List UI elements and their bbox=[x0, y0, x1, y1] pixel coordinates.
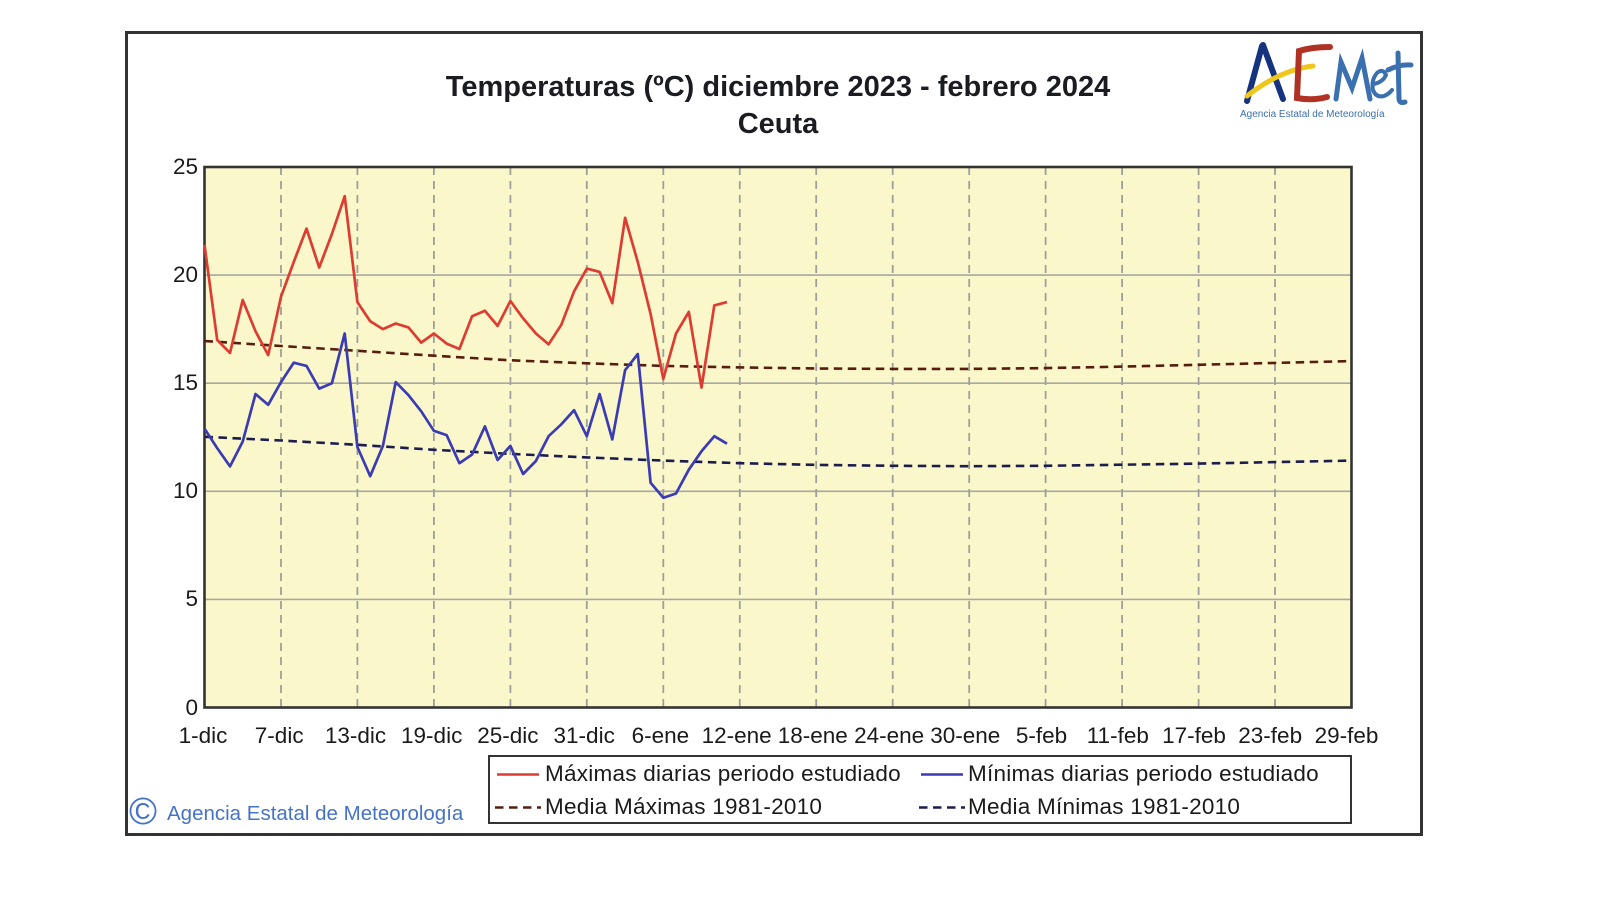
svg-text:Agencia Estatal de Meteorologí: Agencia Estatal de Meteorología bbox=[1240, 109, 1385, 120]
